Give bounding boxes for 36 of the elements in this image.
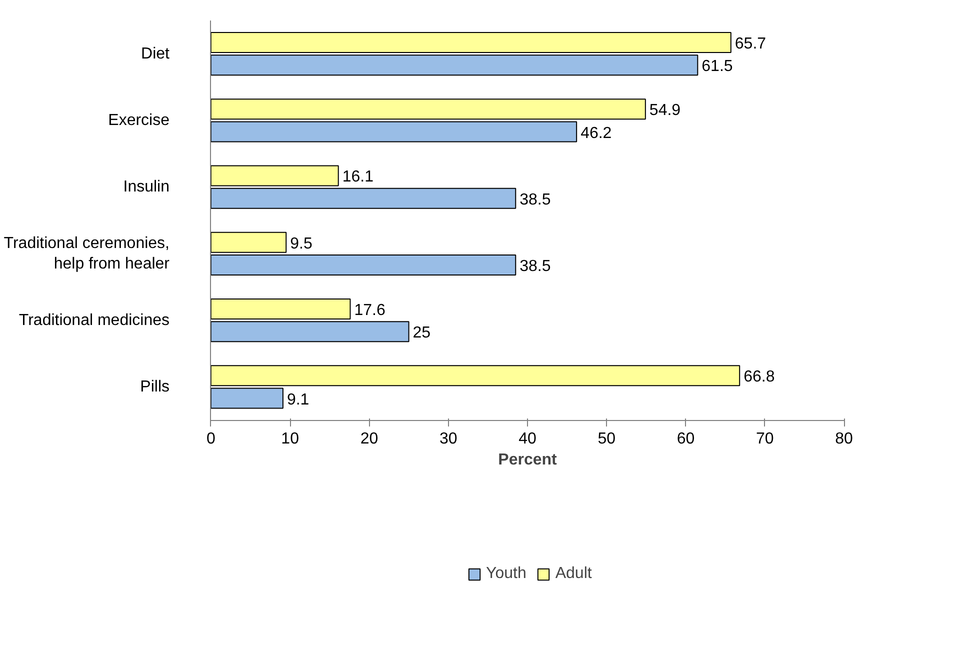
data-label: 9.5 bbox=[290, 235, 312, 252]
data-label: 17.6 bbox=[354, 302, 386, 319]
y-tick-label: Pills bbox=[140, 378, 170, 396]
data-label: 61.5 bbox=[702, 58, 733, 76]
bar bbox=[210, 388, 284, 409]
bar bbox=[210, 188, 516, 209]
data-label: 54.9 bbox=[649, 102, 681, 120]
data-label: 38.5 bbox=[520, 191, 551, 208]
y-tick-label: Insulin bbox=[123, 178, 170, 196]
legend-label: Adult bbox=[555, 565, 592, 583]
data-label: 38.5 bbox=[520, 258, 551, 276]
x-tick-label: 80 bbox=[835, 430, 854, 448]
y-tick-label: Diet bbox=[141, 45, 170, 62]
legend-label: Youth bbox=[486, 565, 526, 583]
x-tick-label: 70 bbox=[756, 430, 774, 448]
x-axis-title: Percent bbox=[498, 452, 558, 468]
data-label: 66.8 bbox=[744, 368, 775, 386]
data-label: 46.2 bbox=[580, 124, 612, 142]
bar bbox=[210, 165, 339, 186]
y-tick-label: Traditional medicines bbox=[18, 312, 170, 329]
y-tick-label: Exercise bbox=[108, 112, 170, 129]
data-label: 16.1 bbox=[342, 168, 374, 186]
x-tick-label: 60 bbox=[676, 430, 695, 448]
bar bbox=[210, 98, 646, 120]
bar bbox=[210, 121, 578, 142]
data-label: 9.1 bbox=[286, 391, 310, 408]
x-tick-label: 30 bbox=[439, 430, 458, 448]
x-tick-label: 40 bbox=[518, 430, 536, 448]
x-tick-label: 20 bbox=[360, 430, 378, 448]
x-tick-label: 10 bbox=[281, 430, 300, 448]
bar bbox=[210, 365, 740, 386]
x-tick-label: 0 bbox=[206, 430, 216, 448]
data-label: 65.7 bbox=[734, 35, 766, 52]
y-tick-label: Traditional ceremonies, help from healer bbox=[4, 235, 170, 272]
x-tick-label: 50 bbox=[598, 430, 616, 448]
data-label: 25 bbox=[412, 324, 431, 342]
